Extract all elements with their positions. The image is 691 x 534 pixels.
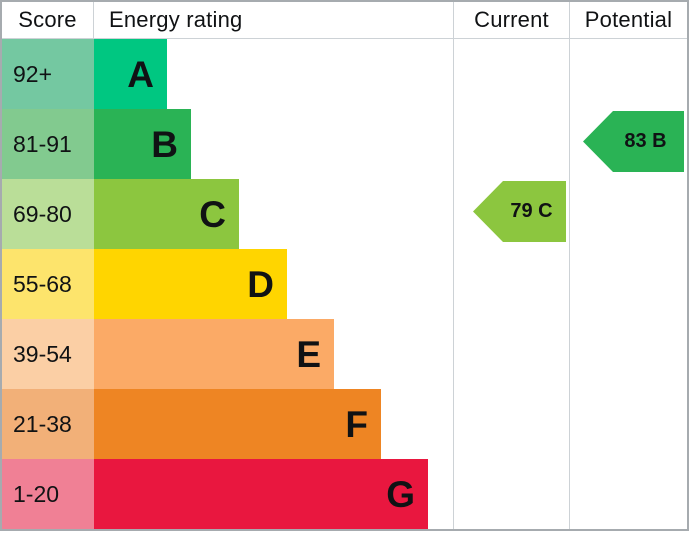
band-bar-zone: E: [94, 319, 454, 389]
band-row-a: 92+ A: [2, 39, 687, 109]
band-bar-zone: A: [94, 39, 454, 109]
potential-column-cell: [570, 249, 687, 319]
band-row-f: 21-38 F: [2, 389, 687, 459]
band-bar: G: [94, 459, 428, 529]
band-letter: B: [151, 123, 178, 165]
header-score: Score: [2, 2, 94, 38]
band-score-range: 21-38: [2, 389, 94, 459]
band-letter: E: [296, 333, 321, 375]
band-row-g: 1-20 G: [2, 459, 687, 529]
band-row-e: 39-54 E: [2, 319, 687, 389]
band-bar-zone: F: [94, 389, 454, 459]
band-letter: D: [247, 263, 274, 305]
band-bar: A: [94, 39, 167, 109]
band-letter: C: [199, 193, 226, 235]
potential-column-cell: [570, 39, 687, 109]
band-score-range: 69-80: [2, 179, 94, 249]
potential-rating-label: 83 B: [624, 130, 667, 152]
band-letter: A: [127, 53, 154, 95]
band-score-range: 92+: [2, 39, 94, 109]
header-current: Current: [454, 2, 570, 38]
band-row-b: 81-91 B: [2, 109, 687, 179]
band-bar-zone: C: [94, 179, 454, 249]
chart-header-row: Score Energy rating Current Potential: [2, 2, 687, 39]
potential-column-cell: [570, 319, 687, 389]
current-column-cell: [454, 459, 570, 529]
band-row-d: 55-68 D: [2, 249, 687, 319]
band-score-range: 39-54: [2, 319, 94, 389]
band-bar: D: [94, 249, 287, 319]
current-column-cell: [454, 389, 570, 459]
header-energy-rating: Energy rating: [94, 2, 454, 38]
band-score-range: 55-68: [2, 249, 94, 319]
band-row-c: 69-80 C: [2, 179, 687, 249]
header-potential: Potential: [584, 7, 673, 32]
band-rows: 92+ A 81-91 B 69-80 C: [2, 39, 687, 529]
potential-column-cell: [570, 459, 687, 529]
band-score-range: 1-20: [2, 459, 94, 529]
potential-column-cell: [570, 389, 687, 459]
band-score-range: 81-91: [2, 109, 94, 179]
current-column-cell: [454, 39, 570, 109]
band-letter: F: [345, 403, 368, 445]
current-column-cell: [454, 249, 570, 319]
band-bar-zone: G: [94, 459, 454, 529]
band-bar: F: [94, 389, 381, 459]
current-column-cell: [454, 319, 570, 389]
current-rating-label: 79 C: [510, 200, 553, 222]
current-column-cell: [454, 109, 570, 179]
band-bar-zone: D: [94, 249, 454, 319]
band-letter: G: [386, 473, 415, 515]
potential-column-cell: [570, 179, 687, 249]
band-bar-zone: B: [94, 109, 454, 179]
band-bar: C: [94, 179, 239, 249]
band-bar: E: [94, 319, 334, 389]
band-bar: B: [94, 109, 191, 179]
